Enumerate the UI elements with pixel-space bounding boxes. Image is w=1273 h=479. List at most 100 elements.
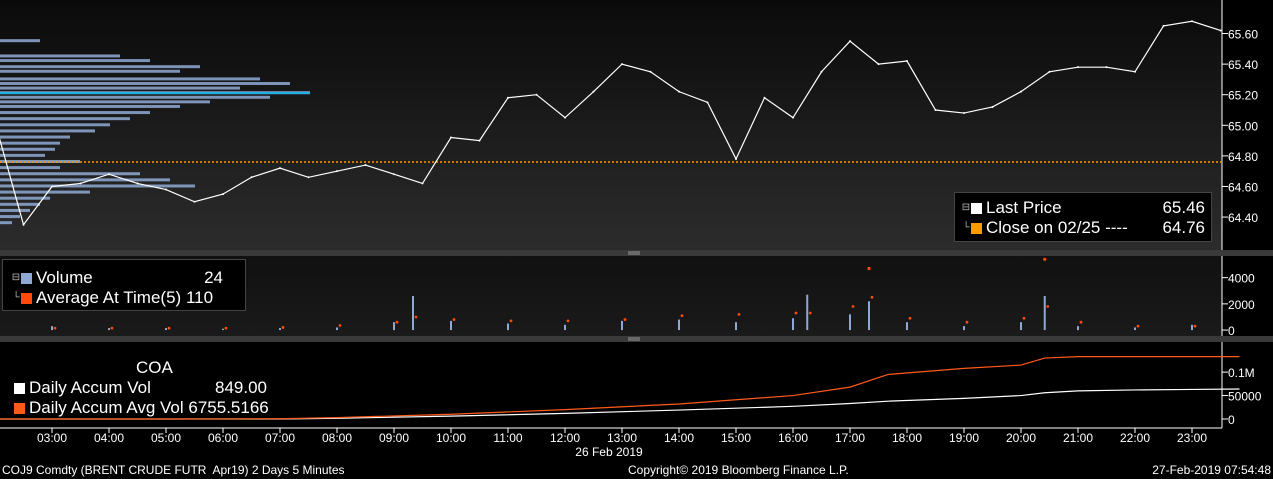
avg-marker-6 (395, 320, 399, 324)
price-point-27 (763, 96, 766, 99)
price-point-31 (877, 63, 880, 66)
price-point-32 (906, 60, 908, 63)
avg-marker-19 (965, 320, 969, 324)
price-y-tick-label-5: 65.40 (1228, 58, 1258, 72)
legend-swatch-close (971, 222, 982, 234)
volume-bar-20 (1020, 322, 1022, 331)
volume-bar-18 (906, 322, 908, 331)
price-point-17 (478, 139, 481, 142)
price-y-tick-label-2: 64.80 (1228, 150, 1258, 164)
price-point-9 (250, 176, 253, 179)
avg-marker-23 (1136, 324, 1140, 328)
legend-accum-label: Daily Accum Vol (29, 378, 151, 397)
avg-marker-20 (1022, 316, 1026, 320)
profile-bar-17 (0, 141, 60, 145)
volume-bar-13 (735, 322, 737, 331)
volume-bar-1 (108, 328, 110, 331)
price-point-35 (991, 105, 994, 108)
footer-timestamp: 27-Feb-2019 07:54:48 (1152, 463, 1271, 477)
panel-divider-1[interactable] (0, 250, 1273, 256)
avg-marker-21 (1046, 305, 1050, 308)
avg-marker-0 (53, 326, 57, 330)
x-tick-label-14: 17:00 (835, 431, 865, 445)
footer-security-description: COJ9 Comdty (BRENT CRUDE FUTR Apr19) 2 D… (2, 463, 345, 477)
avg-marker-18 (908, 316, 912, 320)
volume-bar-24 (1191, 324, 1193, 331)
price-point-8 (222, 193, 224, 196)
volume-bar-2 (165, 328, 167, 331)
volume-bar-0 (51, 326, 53, 331)
profile-bar-1 (0, 54, 120, 58)
x-tick-label-6: 09:00 (379, 431, 409, 445)
price-point-37 (1048, 70, 1051, 73)
legend-last-price-label: Last Price (986, 198, 1062, 217)
profile-bar-5 (0, 77, 260, 81)
avg-marker-5 (338, 324, 342, 327)
avg-marker-7 (414, 315, 418, 319)
volume-bar-17 (868, 301, 870, 331)
price-y-tick-label-6: 65.60 (1228, 28, 1258, 42)
volume-bar-22 (1077, 326, 1079, 331)
avg-marker-10 (566, 319, 570, 323)
avg-marker-11 (623, 318, 627, 321)
price-point-7 (193, 200, 196, 203)
avg-marker-9 (509, 319, 513, 323)
x-tick-label-20: 23:00 (1177, 431, 1207, 445)
avg-marker-4 (281, 326, 285, 329)
price-point-36 (1020, 90, 1022, 93)
avg-marker-16 (851, 305, 855, 308)
profile-bar-18 (0, 147, 55, 151)
legend-volume-label: Volume (36, 268, 93, 287)
tree-collapse-icon[interactable]: ⊟ (961, 202, 971, 213)
price-y-tick-label-1: 64.60 (1228, 180, 1258, 194)
avg-marker-24 (1193, 324, 1197, 328)
price-line (0, 20, 1221, 227)
legend-swatch-last-price (971, 202, 982, 214)
accum-y-tick-label-2: 0.1M (1228, 366, 1255, 380)
avg-outlier-1 (1043, 257, 1047, 261)
x-tick-label-2: 05:00 (151, 431, 181, 445)
profile-bar-28 (0, 208, 30, 212)
volume-bar-19 (963, 326, 965, 331)
price-point-20 (564, 116, 566, 119)
legend-avg-value: 110 (185, 288, 214, 307)
x-tick-label-17: 20:00 (1006, 431, 1036, 445)
volume-bar-12 (678, 319, 680, 331)
x-tick-label-12: 15:00 (721, 431, 751, 445)
profile-bar-3 (0, 65, 200, 69)
price-point-22 (621, 63, 623, 66)
volume-y-tick-label-2: 4000 (1228, 272, 1255, 286)
legend-swatch-accum (14, 382, 25, 394)
accum-line-1 (0, 356, 1240, 420)
price-point-16 (450, 136, 452, 139)
price-y-tick-label-0: 64.40 (1228, 211, 1258, 225)
x-tick-label-10: 13:00 (607, 431, 637, 445)
x-tick-label-11: 14:00 (664, 431, 694, 445)
x-tick-label-8: 11:00 (493, 431, 522, 445)
volume-y-tick-label-1: 2000 (1228, 298, 1255, 312)
profile-bar-26 (0, 196, 50, 200)
avg-marker-8 (452, 318, 456, 321)
x-tick-label-1: 04:00 (94, 431, 124, 445)
price-point-21 (592, 90, 595, 93)
panel-divider-2[interactable] (0, 336, 1273, 342)
profile-bar-13 (0, 117, 130, 121)
legend-accum-avg-value: 6755.5166 (188, 398, 269, 417)
price-point-23 (649, 70, 652, 73)
tree-collapse-icon[interactable]: ⊟ (11, 272, 21, 283)
volume-bar-7 (412, 296, 414, 331)
legend-close-value: 64.76 (1162, 218, 1205, 237)
tree-branch-icon: └ (962, 222, 970, 233)
profile-bar-14 (0, 123, 110, 127)
avg-marker-15 (808, 311, 812, 315)
x-tick-label-13: 16:00 (778, 431, 808, 445)
volume-legend: ⊟ Volume 24 └ Average At Time(5) 110 (2, 259, 246, 311)
price-point-2 (51, 185, 53, 188)
avg-marker-14 (794, 311, 798, 315)
avg-marker-13 (737, 312, 741, 316)
price-point-43 (1219, 29, 1222, 32)
volume-bar-8 (450, 320, 452, 331)
volume-bar-16 (849, 314, 851, 331)
price-point-5 (136, 182, 139, 185)
accum-legend: COA Daily Accum Vol 849.00 Daily Accum A… (10, 358, 295, 417)
